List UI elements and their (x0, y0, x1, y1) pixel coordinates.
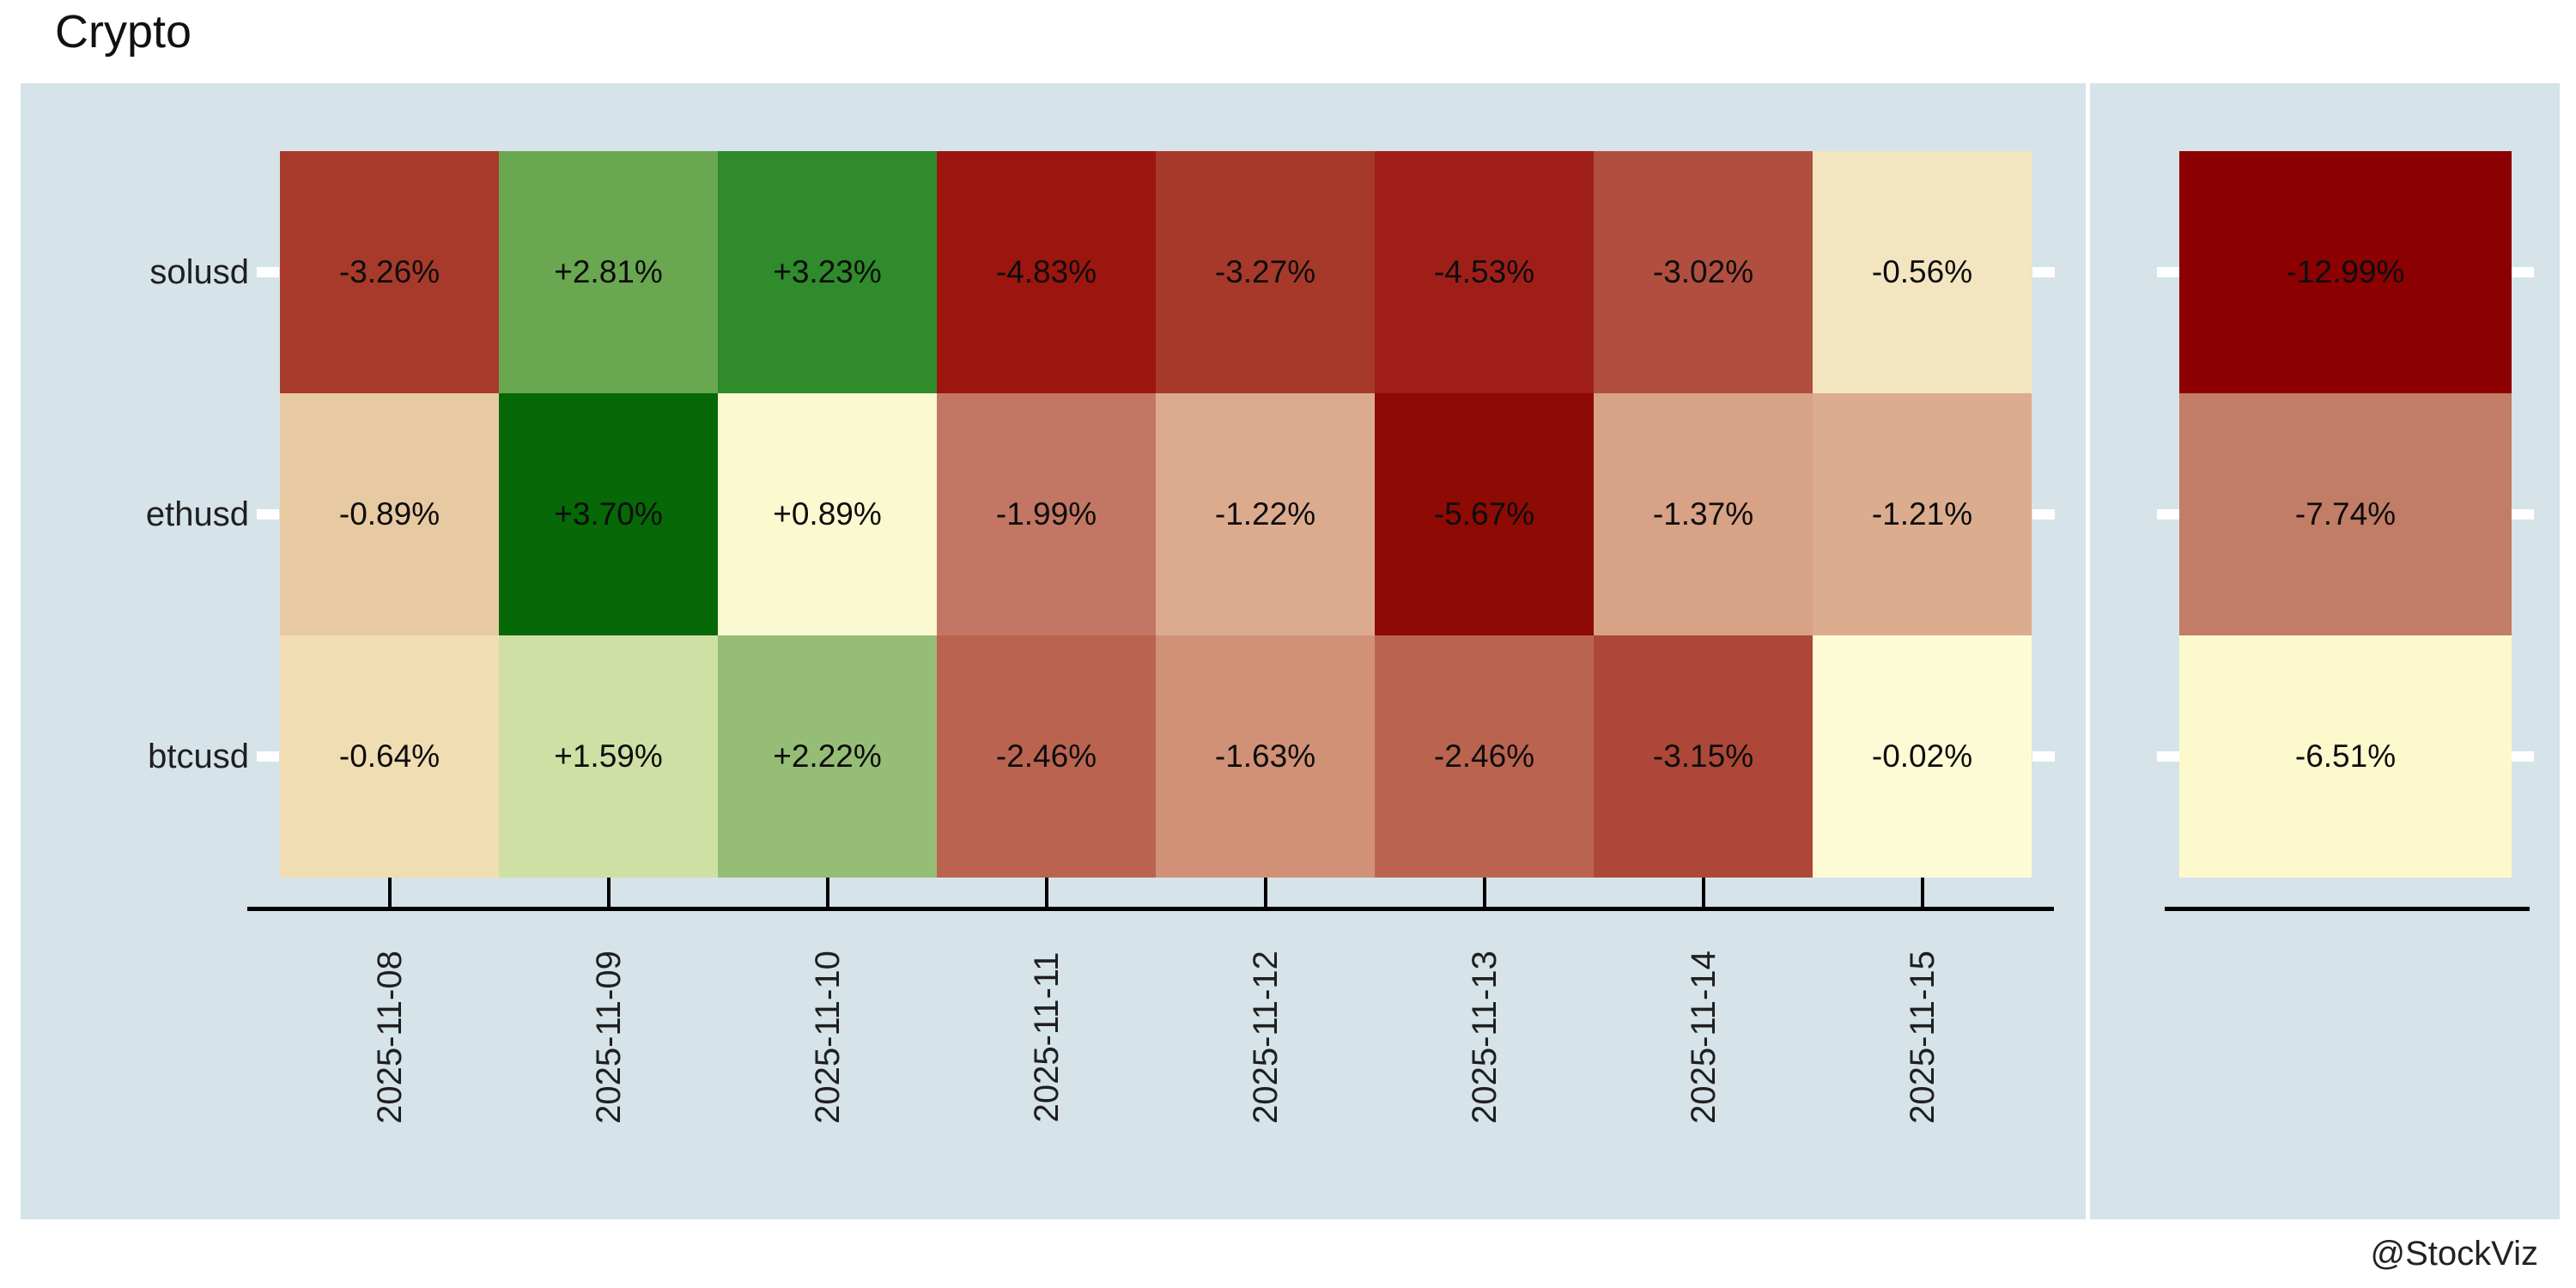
heatmap-cell: +0.89% (718, 393, 937, 635)
x-tick-label: 2025-11-10 (808, 951, 846, 1124)
heatmap-cell: -1.37% (1594, 393, 1813, 635)
x-tick (1920, 878, 1924, 907)
heatmap-cell: -3.26% (280, 151, 499, 393)
y-tick (2032, 267, 2055, 277)
row-label-solusd: solusd (149, 253, 249, 291)
x-tick (1482, 878, 1486, 907)
y-tick (2157, 509, 2179, 519)
heatmap-cell: -3.15% (1594, 635, 1813, 878)
y-tick (2032, 751, 2055, 762)
heatmap-cell: +2.22% (718, 635, 937, 878)
x-tick-label: 2025-11-11 (1027, 951, 1065, 1123)
x-tick-label: 2025-11-15 (1903, 951, 1941, 1124)
heatmap-cell: -1.63% (1156, 635, 1375, 878)
heatmap-cell: +1.59% (499, 635, 718, 878)
x-tick (825, 878, 829, 907)
x-tick (387, 878, 392, 907)
x-tick-label: 2025-11-09 (589, 951, 627, 1124)
y-tick (2512, 509, 2534, 519)
x-tick (1044, 878, 1048, 907)
page-title: Crypto (55, 6, 192, 58)
x-tick (1701, 878, 1705, 907)
x-tick-label: 2025-11-12 (1246, 951, 1284, 1124)
heatmap-cell: -4.53% (1375, 151, 1594, 393)
x-tick-label: 2025-11-08 (370, 951, 408, 1124)
heatmap-cell: +2.81% (499, 151, 718, 393)
heatmap-cell: -2.46% (937, 635, 1156, 878)
heatmap-cell: -0.64% (280, 635, 499, 878)
heatmap-cell: -1.99% (937, 393, 1156, 635)
heatmap-cell: +3.70% (499, 393, 718, 635)
summary-cell: -12.99% (2179, 151, 2512, 393)
y-tick (257, 509, 279, 519)
heatmap-cell: +3.23% (718, 151, 937, 393)
y-tick (2032, 509, 2055, 519)
x-tick (606, 878, 611, 907)
stockviz-watermark: @StockViz (2370, 1235, 2539, 1273)
y-tick (2512, 267, 2534, 277)
x-axis-line-main (247, 907, 2054, 911)
y-tick (2512, 751, 2534, 762)
x-tick-label: 2025-11-13 (1465, 951, 1503, 1124)
heatmap-cell: -3.27% (1156, 151, 1375, 393)
y-tick (257, 267, 279, 277)
heatmap-cell: -0.56% (1813, 151, 2032, 393)
y-tick (2157, 751, 2179, 762)
heatmap-cell: -0.02% (1813, 635, 2032, 878)
heatmap-cell: -1.21% (1813, 393, 2032, 635)
row-label-ethusd: ethusd (145, 495, 249, 533)
heatmap-cell: -4.83% (937, 151, 1156, 393)
heatmap-cell: -0.89% (280, 393, 499, 635)
x-tick-label: 2025-11-14 (1684, 951, 1722, 1124)
row-label-btcusd: btcusd (148, 738, 249, 775)
y-tick (257, 751, 279, 762)
summary-cell: -6.51% (2179, 635, 2512, 878)
heatmap-cell: -5.67% (1375, 393, 1594, 635)
heatmap-cell: -1.22% (1156, 393, 1375, 635)
summary-cell: -7.74% (2179, 393, 2512, 635)
heatmap-cell: -2.46% (1375, 635, 1594, 878)
y-tick (2157, 267, 2179, 277)
heatmap-cell: -3.02% (1594, 151, 1813, 393)
x-axis-line-summary (2165, 907, 2530, 911)
x-tick (1263, 878, 1267, 907)
